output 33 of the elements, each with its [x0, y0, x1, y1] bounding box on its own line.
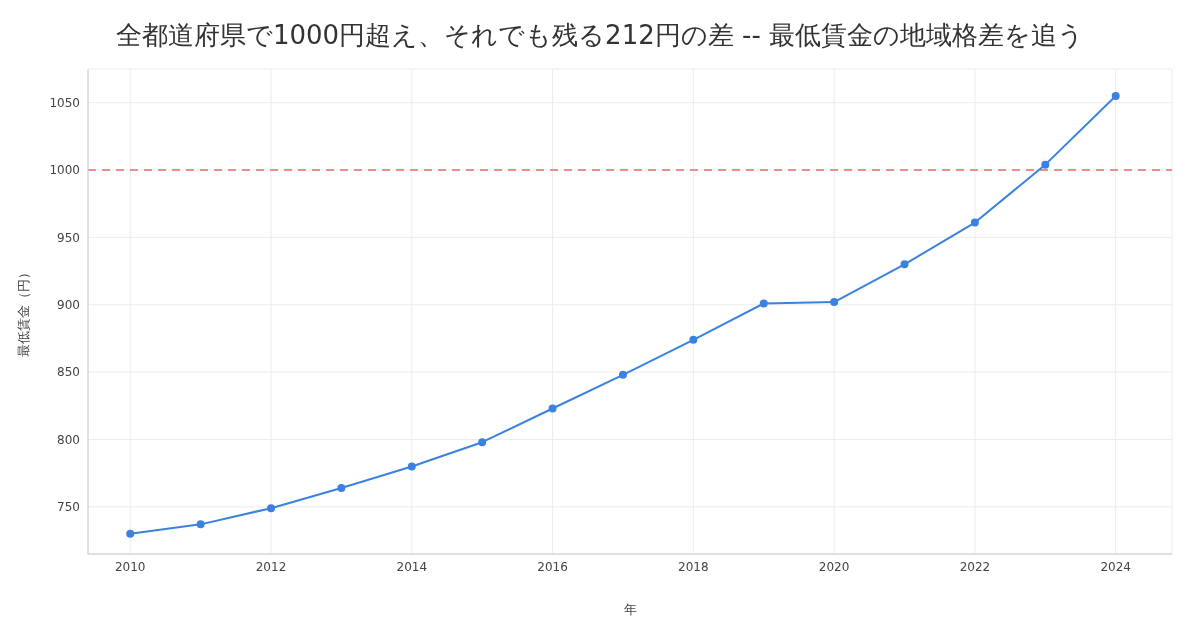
x-tick-label: 2010 — [114, 559, 146, 574]
x-tick-label: 2012 — [255, 559, 287, 574]
chart-title: 全都道府県で1000円超え、それでも残る212円の差 -- 最低賃金の地域格差を追う — [114, 19, 1086, 52]
y-tick-label: 1000 — [49, 163, 80, 178]
point — [900, 260, 909, 269]
y-tick-label: 950 — [57, 230, 80, 245]
y-tick-label: 750 — [57, 500, 80, 515]
point — [1111, 91, 1120, 100]
x-tick-label: 2014 — [396, 559, 428, 574]
point — [970, 218, 979, 227]
x-tick-label: 2020 — [818, 559, 850, 574]
x-tick-label: 2018 — [678, 559, 709, 574]
x-tick-label: 2022 — [959, 559, 991, 574]
point — [478, 438, 487, 447]
y-axis-title: 最低賃金（円） — [15, 266, 31, 357]
point — [196, 520, 205, 529]
point — [548, 404, 557, 413]
point — [267, 504, 276, 513]
point — [407, 462, 416, 471]
y-tick-label: 900 — [57, 298, 80, 313]
point — [759, 299, 768, 308]
point — [618, 370, 627, 379]
x-tick-label: 2024 — [1100, 559, 1131, 574]
y-tick-label: 850 — [57, 365, 80, 380]
point — [830, 298, 839, 307]
point — [689, 335, 698, 344]
point — [337, 483, 346, 492]
point — [126, 529, 135, 538]
point — [1041, 160, 1050, 169]
x-tick-label: 2016 — [537, 559, 568, 574]
y-tick-label: 800 — [57, 432, 80, 447]
y-tick-label: 1050 — [49, 95, 80, 110]
x-axis-title: 年 — [623, 602, 637, 617]
